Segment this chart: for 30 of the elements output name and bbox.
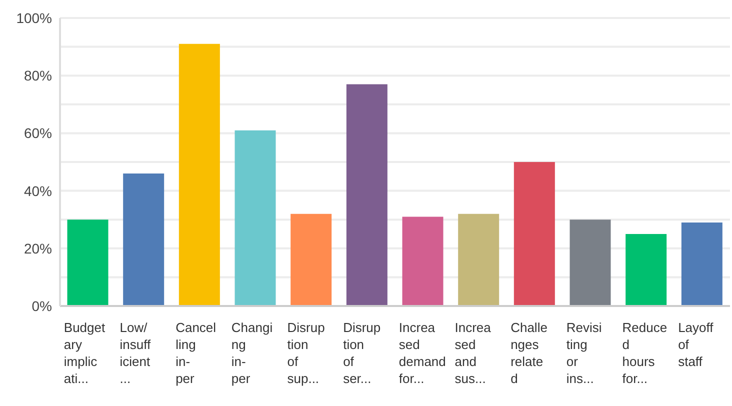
y-tick-label: 100% (16, 10, 52, 26)
x-tick-label: Increa sed and sus... (454, 320, 492, 386)
x-tick-label: Changi ng in- per (231, 320, 273, 386)
x-tick-label: Low/ insuff icient ... (120, 320, 151, 386)
x-tick-label: Increa sed demand for... (398, 320, 446, 386)
bar (67, 220, 108, 306)
bar (570, 220, 611, 306)
bar (458, 214, 500, 306)
y-tick-label: 0% (32, 298, 52, 314)
x-tick-label: Disrup tion of sup... (287, 320, 325, 386)
bar (402, 216, 444, 306)
x-tick-label: Budget ary implic ati... (64, 320, 106, 386)
x-tick-label: Reduce d hours for... (622, 320, 668, 386)
bar (290, 214, 332, 306)
y-tick-label: 20% (24, 240, 52, 256)
x-tick-label: Disrup tion of ser... (343, 320, 381, 386)
bar (626, 234, 667, 306)
x-tick-label: Layoff of staff (678, 320, 714, 369)
y-tick-label: 40% (24, 182, 52, 199)
bar (514, 162, 555, 306)
x-tick-label: Revisi ting or ins... (566, 320, 602, 386)
bar (234, 130, 276, 306)
y-tick-label: 80% (24, 68, 52, 84)
bar (681, 222, 722, 306)
bar (178, 44, 220, 306)
bar (346, 84, 388, 306)
bar (123, 174, 164, 306)
y-tick-label: 60% (24, 125, 52, 142)
x-tick-label: Challe nges relate d (510, 320, 548, 386)
x-tick-label: Cancel ling in- per (176, 320, 216, 386)
